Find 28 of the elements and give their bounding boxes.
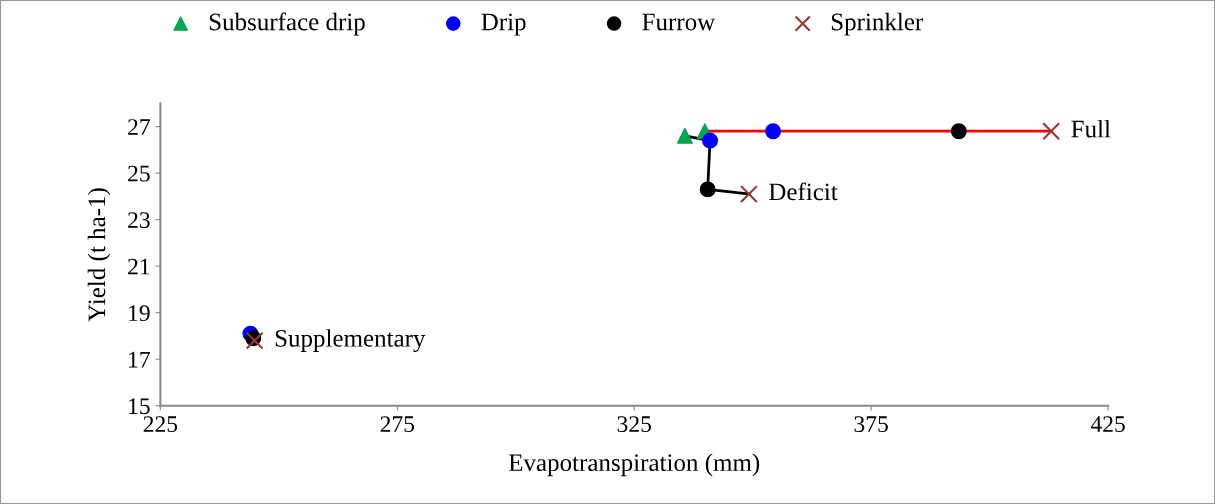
annotation: Full [1071, 119, 1111, 138]
legend-label: Drip [481, 13, 526, 36]
legend-label: Sprinkler [831, 12, 924, 36]
legend-label: Furrow [642, 13, 716, 31]
x-tick-label: 225 [143, 416, 178, 433]
x-tick-label: 275 [380, 416, 415, 433]
y-tick-label: 17 [129, 351, 150, 368]
point [699, 181, 716, 198]
legend-label: Subsurface drip [209, 12, 365, 36]
x-tick-label: 325 [617, 416, 652, 433]
x-tick-label: 375 [854, 416, 888, 433]
point [702, 132, 719, 149]
y-tick-label: 15 [129, 398, 150, 415]
y-tick-label: 19 [129, 305, 150, 322]
y-tick-label: 21 [128, 258, 150, 275]
point [739, 185, 758, 203]
y-axis-title: Yield (t ha-1) [87, 188, 111, 322]
point [765, 123, 782, 140]
point [1042, 122, 1061, 141]
annotation: Supplementary [275, 329, 426, 352]
annotation: Deficit [769, 182, 838, 201]
x-tick-label: 425 [1090, 416, 1125, 433]
point [676, 127, 693, 144]
point [950, 123, 967, 140]
x-axis-title: Evapotranspiration (mm) [508, 453, 760, 477]
y-tick-label: 25 [128, 165, 150, 182]
y-tick-label: 23 [128, 212, 150, 229]
y-tick-label: 27 [128, 119, 150, 135]
